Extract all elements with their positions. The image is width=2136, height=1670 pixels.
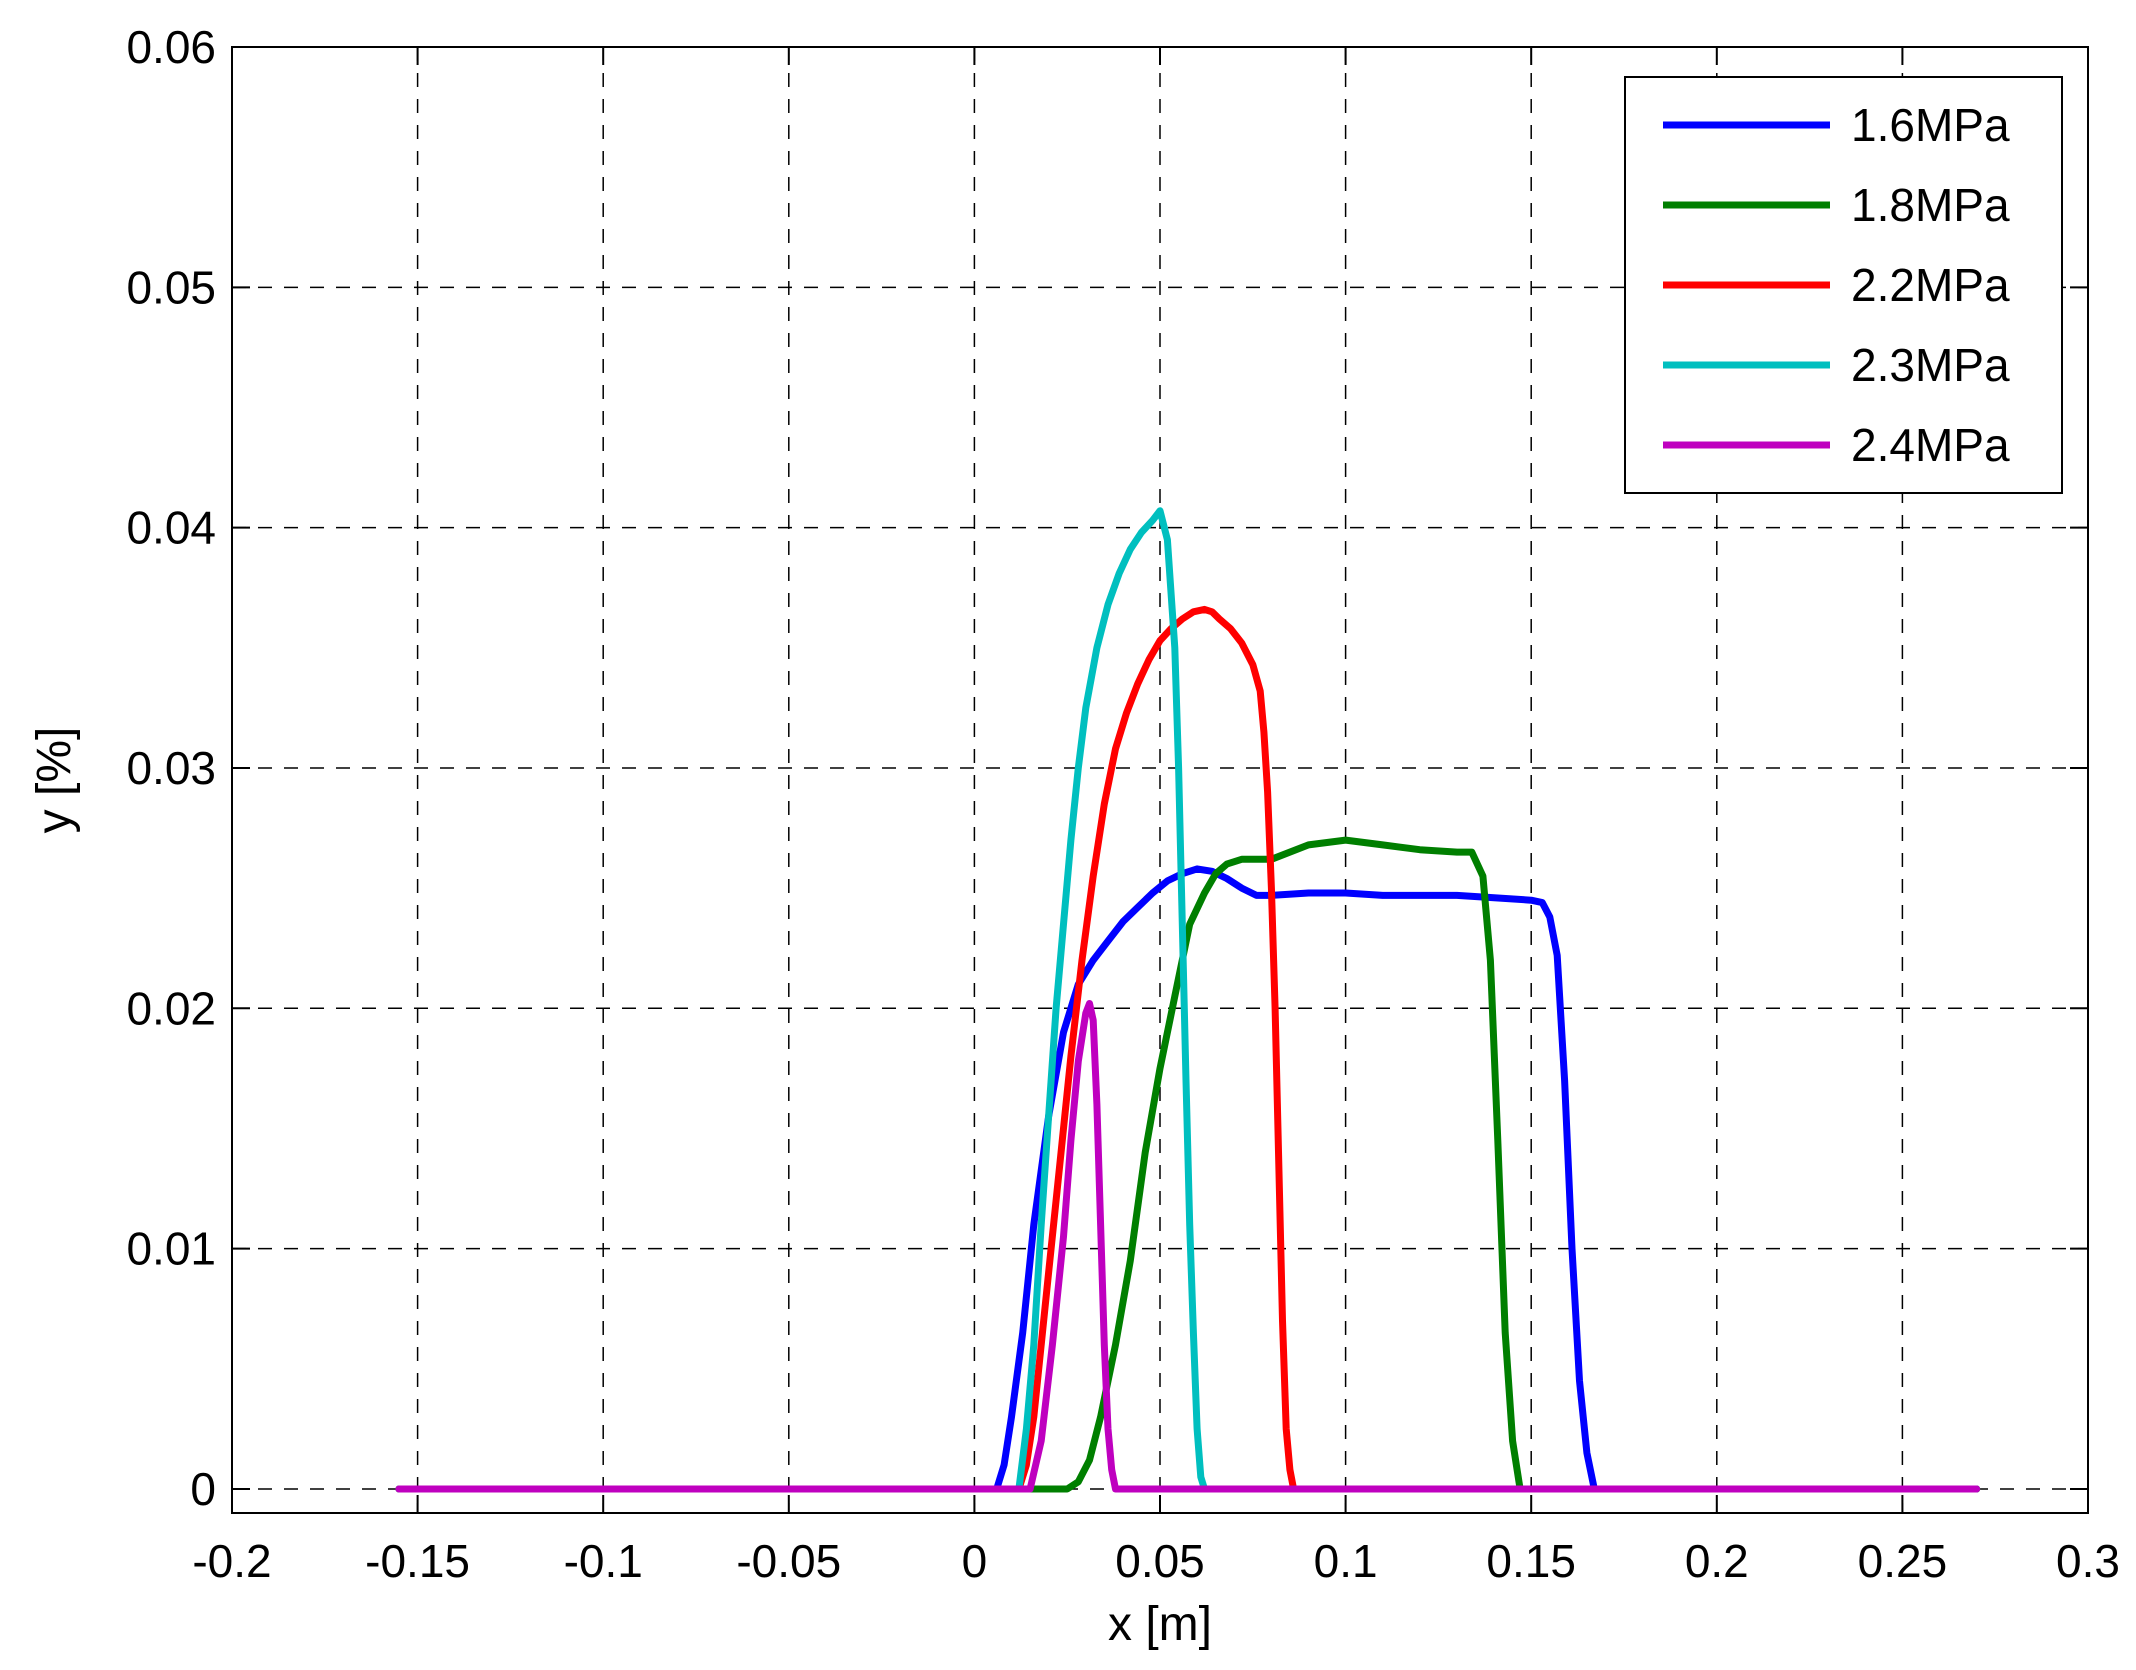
series-line xyxy=(395,1000,1981,1493)
legend-label: 2.4MPa xyxy=(1851,419,2010,471)
series-line xyxy=(395,605,1981,1493)
y-tick-label: 0.01 xyxy=(126,1223,216,1275)
series-line xyxy=(395,836,1981,1493)
x-tick-label: 0.25 xyxy=(1858,1535,1948,1587)
y-tick-label: 0.02 xyxy=(126,982,216,1034)
x-tick-label: 0.15 xyxy=(1486,1535,1576,1587)
y-tick-label: 0.04 xyxy=(126,502,216,554)
x-tick-label: 0.2 xyxy=(1685,1535,1749,1587)
x-tick-label: -0.15 xyxy=(365,1535,470,1587)
legend: 1.6MPa 1.8MPa 2.2MPa 2.3MPa 2.4MPa xyxy=(1624,76,2063,494)
legend-label: 2.2MPa xyxy=(1851,259,2010,311)
legend-label: 2.3MPa xyxy=(1851,339,2010,391)
y-tick-label: 0.06 xyxy=(126,21,216,73)
axis-ticks: -0.2 -0.15 -0.1 -0.05 0 0.05 0.1 0.15 0.2 0.25 0.3… xyxy=(126,21,2120,1587)
series-group xyxy=(395,507,1981,1493)
y-tick-label: 0.05 xyxy=(126,261,216,313)
y-tick-label: 0.03 xyxy=(126,742,216,794)
x-tick-label: 0.05 xyxy=(1115,1535,1205,1587)
x-tick-label: 0.3 xyxy=(2056,1535,2120,1587)
x-tick-label: 0 xyxy=(962,1535,988,1587)
x-tick-label: -0.05 xyxy=(736,1535,841,1587)
y-tick-label: 0 xyxy=(190,1463,216,1515)
series-line xyxy=(395,507,1981,1493)
x-axis-label: x [m] xyxy=(1108,1598,1212,1651)
legend-label: 1.8MPa xyxy=(1851,179,2010,231)
x-tick-label: 0.1 xyxy=(1314,1535,1378,1587)
x-tick-label: -0.2 xyxy=(192,1535,271,1587)
legend-label: 1.6MPa xyxy=(1851,99,2010,151)
x-tick-label: -0.1 xyxy=(564,1535,643,1587)
y-axis-label: y [%] xyxy=(28,727,81,834)
